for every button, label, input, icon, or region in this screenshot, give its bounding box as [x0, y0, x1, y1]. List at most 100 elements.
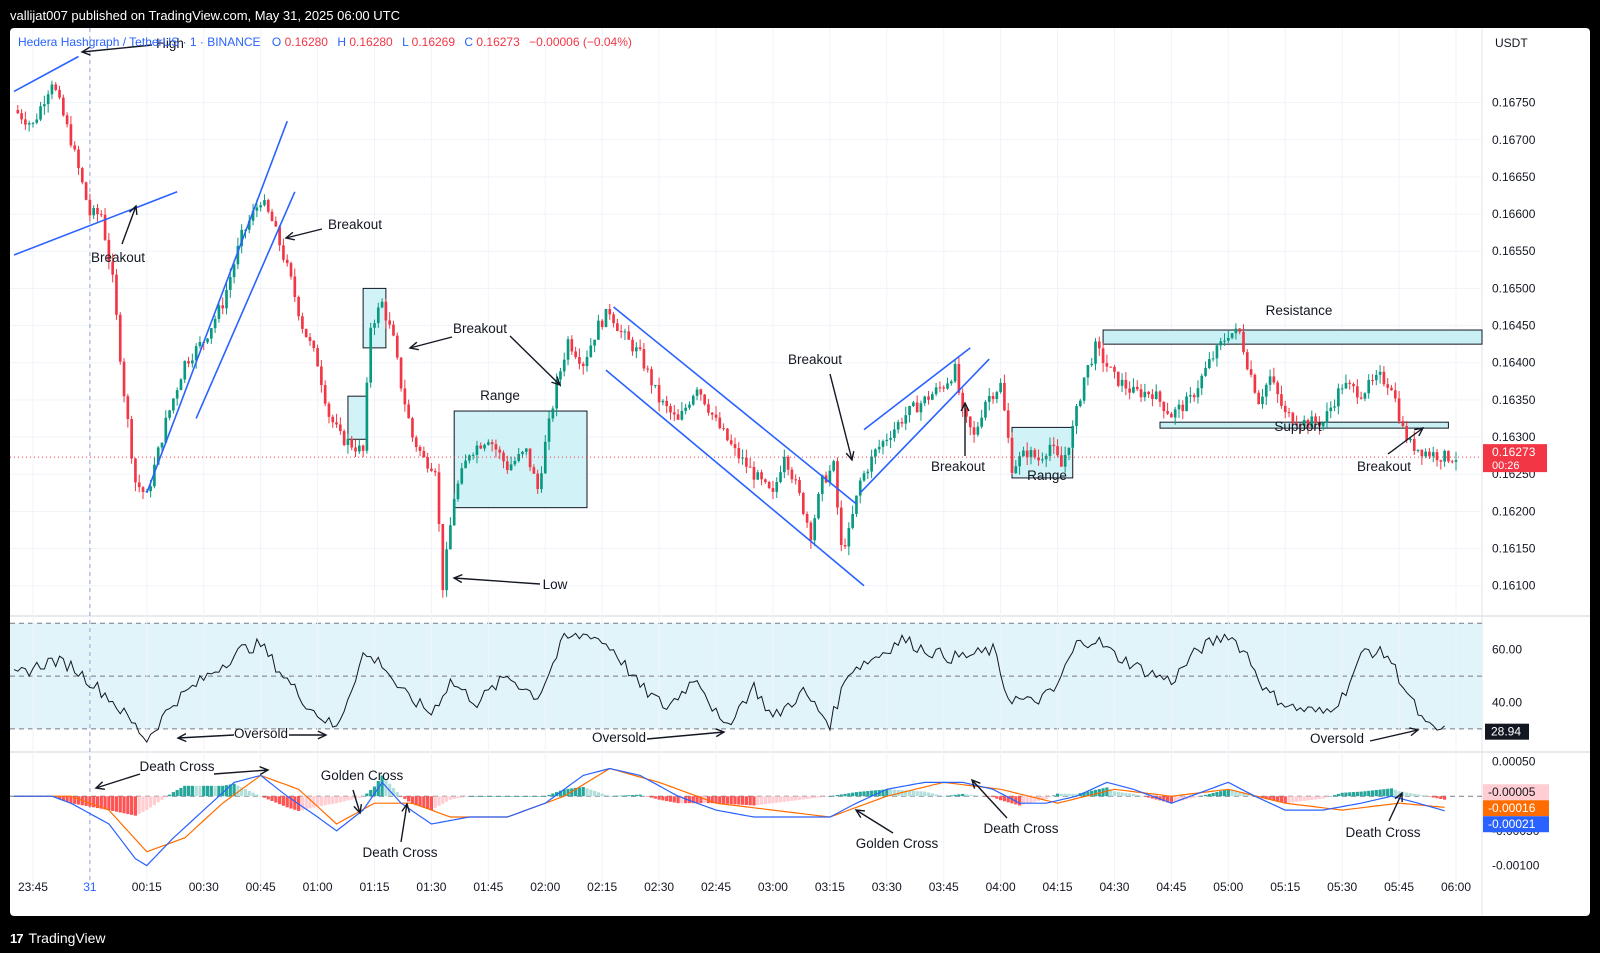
- chart-svg[interactable]: High Breakout Breakout Breakout Range Low Brea…: [10, 28, 1590, 916]
- candle[interactable]: [1135, 386, 1139, 390]
- candle[interactable]: [923, 396, 927, 404]
- candle[interactable]: [1439, 460, 1443, 462]
- candle[interactable]: [1162, 401, 1166, 412]
- candle[interactable]: [236, 245, 240, 265]
- candle[interactable]: [532, 467, 536, 474]
- candle[interactable]: [282, 245, 285, 260]
- candle[interactable]: [1029, 450, 1033, 458]
- candle[interactable]: [961, 392, 965, 409]
- candle[interactable]: [1010, 437, 1014, 474]
- candle[interactable]: [1219, 341, 1223, 346]
- candle[interactable]: [361, 445, 365, 451]
- candle[interactable]: [1067, 447, 1071, 455]
- candle[interactable]: [775, 482, 779, 492]
- candle[interactable]: [1424, 451, 1427, 457]
- candle[interactable]: [194, 346, 198, 361]
- candle[interactable]: [805, 513, 809, 523]
- candle[interactable]: [1401, 421, 1405, 427]
- candle[interactable]: [1264, 384, 1268, 397]
- candle[interactable]: [217, 305, 221, 319]
- candle[interactable]: [1234, 328, 1238, 334]
- candle[interactable]: [524, 448, 528, 452]
- candle[interactable]: [593, 339, 596, 346]
- candle[interactable]: [365, 382, 369, 451]
- candle[interactable]: [767, 481, 771, 489]
- candle[interactable]: [54, 84, 58, 90]
- candle[interactable]: [1116, 371, 1120, 386]
- candle[interactable]: [316, 348, 319, 367]
- candle[interactable]: [1337, 388, 1340, 407]
- candle[interactable]: [490, 442, 494, 445]
- candle[interactable]: [718, 417, 722, 429]
- candle[interactable]: [1428, 451, 1431, 457]
- rsi-value-badge[interactable]: [1485, 723, 1529, 740]
- candle[interactable]: [828, 470, 832, 483]
- candle[interactable]: [1078, 400, 1082, 407]
- candle[interactable]: [1128, 388, 1131, 393]
- candle[interactable]: [1295, 423, 1298, 426]
- candle[interactable]: [1018, 456, 1021, 467]
- candle[interactable]: [547, 418, 551, 442]
- candle[interactable]: [991, 395, 995, 400]
- symbol-name[interactable]: Hedera Hashgraph / TetherUS · 1 · BINANC…: [18, 35, 261, 49]
- candle[interactable]: [354, 447, 357, 452]
- candle[interactable]: [616, 323, 619, 332]
- candle[interactable]: [965, 408, 968, 417]
- candle[interactable]: [559, 371, 562, 380]
- candle[interactable]: [938, 387, 942, 389]
- candle[interactable]: [16, 110, 20, 114]
- candle[interactable]: [134, 458, 137, 483]
- candle[interactable]: [441, 523, 445, 591]
- candle[interactable]: [1185, 396, 1188, 412]
- candle[interactable]: [1435, 452, 1439, 461]
- candle[interactable]: [479, 445, 483, 449]
- candle[interactable]: [206, 338, 209, 343]
- candle[interactable]: [1416, 449, 1420, 451]
- candle[interactable]: [1120, 379, 1124, 386]
- candle[interactable]: [452, 499, 456, 526]
- candle[interactable]: [684, 407, 687, 411]
- candle[interactable]: [1143, 391, 1147, 398]
- candle[interactable]: [468, 455, 471, 461]
- candle[interactable]: [449, 525, 452, 550]
- candle[interactable]: [384, 301, 388, 321]
- candle[interactable]: [756, 472, 760, 480]
- candle[interactable]: [1257, 392, 1261, 405]
- price-axis[interactable]: 0.16750 0.16700 0.16650 0.16600 0.16550 0.165…: [1483, 96, 1547, 593]
- candle[interactable]: [1173, 409, 1177, 418]
- candle[interactable]: [695, 389, 699, 396]
- trend-line[interactable]: [613, 306, 857, 505]
- candle[interactable]: [699, 389, 703, 395]
- candle[interactable]: [69, 124, 73, 146]
- candle[interactable]: [919, 403, 923, 413]
- candle[interactable]: [1037, 457, 1040, 461]
- candle[interactable]: [1181, 404, 1185, 412]
- candle[interactable]: [574, 351, 577, 358]
- candle[interactable]: [847, 527, 851, 547]
- range-box[interactable]: [362, 287, 387, 349]
- candle[interactable]: [407, 404, 410, 419]
- candle[interactable]: [1344, 382, 1348, 389]
- candle[interactable]: [126, 396, 130, 420]
- candle[interactable]: [84, 182, 88, 200]
- candle[interactable]: [1060, 455, 1063, 467]
- candle[interactable]: [228, 277, 232, 290]
- candle[interactable]: [509, 464, 513, 471]
- candle[interactable]: [851, 513, 854, 528]
- candle[interactable]: [642, 349, 646, 369]
- candle[interactable]: [1352, 383, 1355, 387]
- trend-line[interactable]: [13, 55, 79, 93]
- candle[interactable]: [255, 207, 259, 211]
- macd-value-badge[interactable]: [1483, 800, 1549, 817]
- candle[interactable]: [339, 424, 342, 432]
- candle[interactable]: [733, 444, 737, 449]
- candle[interactable]: [475, 445, 479, 455]
- candle[interactable]: [521, 451, 524, 455]
- candle[interactable]: [225, 289, 228, 309]
- candle[interactable]: [422, 450, 426, 458]
- chart-panel[interactable]: High Breakout Breakout Breakout Range Low Brea…: [10, 28, 1590, 916]
- candle[interactable]: [376, 307, 380, 324]
- candle[interactable]: [1261, 396, 1264, 405]
- candle[interactable]: [399, 357, 403, 389]
- candle[interactable]: [1200, 375, 1204, 389]
